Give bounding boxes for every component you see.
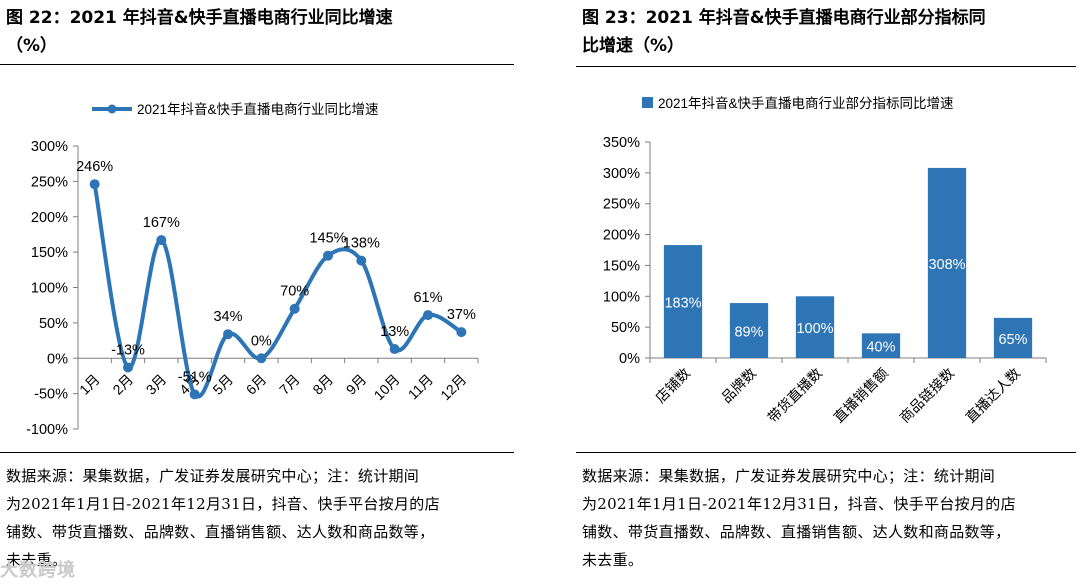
source-line: 数据来源：果集数据，广发证券发展研究中心；注：统计期间 [582,467,996,485]
bar [861,333,901,358]
bar [795,296,835,358]
data-point [289,303,300,314]
source-line: 数据来源：果集数据，广发证券发展研究中心；注：统计期间 [6,467,420,485]
line-chart: 2021年抖音&快手直播电商行业同比增速 -100% -50% 0% 50% 100% 15… [26,101,479,438]
data-point [423,310,433,321]
y-tick-label: 0% [47,351,68,367]
x-tick-label: 5月 [209,371,236,398]
figure-23-title: 图 23：2021 年抖音&快手直播电商行业部分指标同 比增速（%） [582,4,1080,60]
title-rule [576,66,1076,67]
y-tick-label: 350% [603,135,640,151]
source-rule [0,452,514,453]
y-tick-label: 50% [611,320,640,336]
bar-value-label: 89% [734,325,763,341]
bar-value-label: 308% [928,257,965,273]
bar-value-label: 65% [998,332,1027,348]
y-tick-label: 150% [31,245,68,261]
y-tick-label: 300% [31,139,68,155]
figure-23-title-line2: 比增速（%） [582,36,685,56]
data-point [123,362,133,373]
y-tick-label: 150% [603,258,640,274]
data-point [323,250,333,261]
data-label: 70% [280,284,309,300]
y-tick-label: 50% [39,316,68,332]
data-label: -51% [178,369,212,385]
source-line: 铺数、带货直播数、品牌数、直播销售额、达人数和商品数等， [582,523,1011,541]
x-tick-label: 带货直播数 [764,365,825,426]
y-tick-label: 200% [31,210,68,226]
x-tick-label: 12月 [437,371,469,403]
x-tick-label: 9月 [343,371,370,398]
data-point [189,389,200,400]
data-point [223,329,233,340]
figure-23-title-line1: 图 23：2021 年抖音&快手直播电商行业部分指标同 [582,8,986,28]
bar-value-label: 40% [866,340,895,356]
figure-23-source: 数据来源：果集数据，广发证券发展研究中心；注：统计期间 为2021年1月1日-2… [582,462,1080,574]
data-point [256,353,267,364]
data-point [456,327,467,338]
data-label: 37% [447,307,476,323]
figure-22-title: 图 22：2021 年抖音&快手直播电商行业同比增速 （%） [6,4,506,60]
y-tick-label: 300% [603,166,640,182]
y-tick-label: 0% [619,351,640,367]
bar [993,317,1033,358]
x-tick-label: 1月 [76,371,103,398]
x-tick-label: 店铺数 [652,365,693,406]
x-tick-label: 6月 [243,371,270,398]
y-tick-label: 250% [31,174,68,190]
y-tick-label: 200% [603,228,640,244]
figure-22-title-line1: 图 22：2021 年抖音&快手直播电商行业同比增速 [6,8,393,28]
figure-22-source: 数据来源：果集数据，广发证券发展研究中心；注：统计期间 为2021年1月1日-2… [6,462,506,574]
legend-swatch [642,97,653,108]
y-tick-label: 250% [603,197,640,213]
bar-chart: 2021年抖音&快手直播电商行业部分指标同比增速 0% 50% 100% 150% 200… [603,95,1047,426]
bar [729,303,769,358]
source-line: 铺数、带货直播数、品牌数、直播销售额、达人数和商品数等， [6,523,435,541]
data-label: 0% [251,333,272,349]
bar [663,245,703,358]
y-tick-label: -50% [34,387,68,403]
data-point [89,179,100,190]
data-label: 34% [213,309,242,325]
data-label: 167% [143,215,180,231]
source-line: 未去重。 [582,551,644,569]
y-tick-label: 100% [31,281,68,297]
bar-value-label: 183% [664,296,701,312]
x-tick-label: 8月 [309,371,336,398]
figure-23: 图 23：2021 年抖音&快手直播电商行业部分指标同 比增速（%） 2021年… [576,0,1080,586]
data-label: 246% [76,159,113,175]
y-tick-label: -100% [26,422,68,438]
x-tick-label: 品牌数 [718,365,759,406]
x-tick-label: 直播销售额 [830,365,891,426]
y-tick-label: 100% [603,289,640,305]
bar [927,167,967,358]
legend-marker [107,104,117,114]
source-line: 未去重。 [6,551,68,569]
figure-22: 图 22：2021 年抖音&快手直播电商行业同比增速 （%） 2021年抖音&快… [0,0,520,586]
source-line: 为2021年1月1日-2021年12月31日，抖音、快手平台按月的店 [582,495,1016,513]
title-rule [0,64,514,65]
data-point [356,255,367,266]
source-line: 为2021年1月1日-2021年12月31日，抖音、快手平台按月的店 [6,495,440,513]
x-tick-label: 10月 [371,371,403,403]
legend-label: 2021年抖音&快手直播电商行业部分指标同比增速 [658,95,954,111]
bar-value-label: 100% [796,321,833,337]
source-rule [576,452,1076,453]
watermark: 大数跨境 [0,560,76,581]
data-label: 61% [413,290,442,306]
data-label: 138% [343,236,380,252]
legend-label: 2021年抖音&快手直播电商行业同比增速 [137,101,379,117]
data-label: 145% [309,231,346,247]
x-tick-label: 11月 [405,371,436,402]
x-tick-label: 3月 [143,371,170,398]
data-label: -13% [111,342,145,358]
x-tick-label: 2月 [109,371,136,398]
x-tick-label: 商品链接数 [896,365,957,426]
x-tick-label: 直播达人数 [962,365,1023,426]
data-label: 13% [380,324,409,340]
figure-22-title-line2: （%） [6,36,58,56]
x-tick-label: 7月 [276,371,303,398]
data-point [389,344,400,355]
data-point [156,235,167,246]
